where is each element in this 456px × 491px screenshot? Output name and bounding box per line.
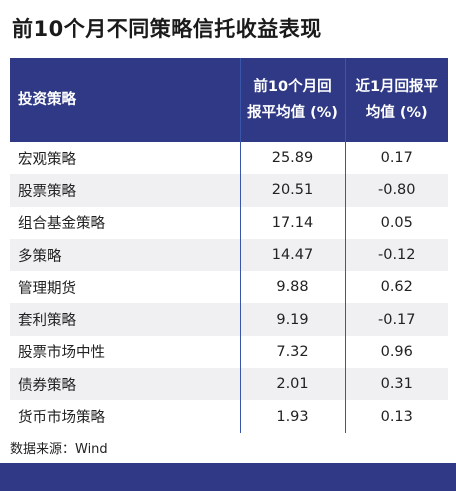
header-row: 投资策略 前10个月回报平均值 (%) 近1月回报平均值 (%): [10, 58, 448, 142]
table-cell: 0.31: [344, 368, 448, 401]
header-text: 近1月回报平均值 (%): [355, 79, 439, 121]
table-row: 管理期货 9.88 0.62: [10, 271, 448, 304]
table-cell: 0.05: [344, 206, 448, 239]
footer-bar: [0, 463, 456, 491]
table-row: 股票市场中性 7.32 0.96: [10, 335, 448, 369]
header-text: 前10个月回报平均值 (%): [247, 79, 338, 121]
table-row: 股票策略 20.51 -0.80: [10, 174, 448, 207]
table-cell: 货币市场策略: [18, 410, 105, 427]
table-cell: 0.13: [344, 400, 448, 433]
table-cell: 17.14: [239, 206, 345, 239]
table-cell: 0.17: [344, 142, 448, 175]
table-cell: 25.89: [239, 142, 345, 175]
header-cell: 前10个月回报平均值 (%): [239, 58, 345, 142]
table-row: 宏观策略 25.89 0.17: [10, 142, 448, 175]
table-row: 货币市场策略 1.93 0.13: [10, 400, 448, 433]
table-cell: 2.01: [239, 368, 345, 401]
table-cell: 宏观策略: [18, 151, 76, 168]
table-cell: 债券策略: [10, 368, 240, 401]
table-cell: 股票市场中性: [18, 345, 105, 362]
table-cell: -0.17: [344, 303, 448, 336]
table-cell: 组合基金策略: [18, 216, 105, 233]
table-row: 套利策略 9.19 -0.17: [10, 303, 448, 336]
table-cell: 9.88: [239, 271, 345, 304]
header-cell: 投资策略: [10, 58, 240, 142]
table-row: 多策略 14.47 -0.12: [10, 238, 448, 272]
table-cell: 套利策略: [10, 303, 240, 336]
table-cell: 14.47: [239, 238, 345, 272]
title: 前10个月不同策略信托收益表现: [12, 17, 322, 41]
table-row: 组合基金策略 17.14 0.05: [10, 206, 448, 239]
table-cell: -0.80: [344, 174, 448, 207]
table-cell: 7.32: [239, 335, 345, 369]
table-cell: 股票策略: [10, 174, 240, 207]
table-cell: 9.19: [239, 303, 345, 336]
table-cell: 0.96: [344, 335, 448, 369]
table-cell: 管理期货: [18, 280, 76, 297]
source-note: 数据来源：Wind: [10, 442, 108, 457]
table-row: 债券策略 2.01 0.31: [10, 368, 448, 401]
table-cell: 1.93: [239, 400, 345, 433]
table-body: 宏观策略 25.89 0.17 股票策略 20.51 -0.80 组合基金策略 17.14 0.…: [10, 142, 448, 433]
table-cell: 0.62: [344, 271, 448, 304]
table-cell: 20.51: [239, 174, 345, 207]
table-cell: -0.12: [344, 238, 448, 272]
header-cell: 近1月回报平均值 (%): [344, 58, 448, 142]
table: 投资策略 前10个月回报平均值 (%) 近1月回报平均值 (%) 宏观策略 25.…: [10, 58, 448, 433]
table-cell: 多策略: [10, 238, 240, 272]
